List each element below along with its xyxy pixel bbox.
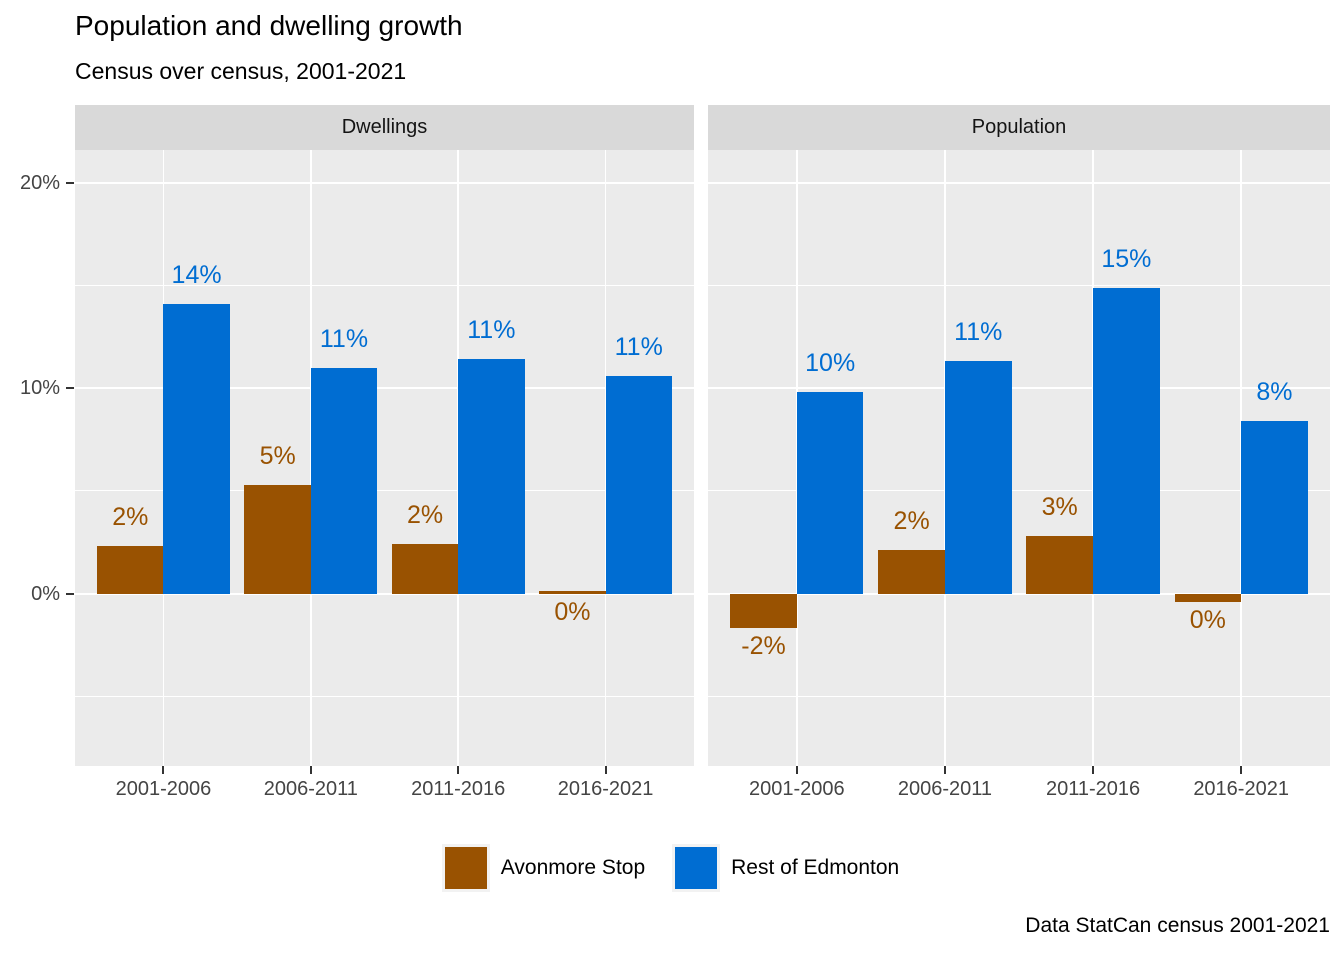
bar-avonmore-stop: [244, 484, 311, 594]
x-tick: [457, 766, 460, 774]
legend-label: Avonmore Stop: [500, 856, 646, 879]
bar-value-label: 11%: [319, 324, 369, 353]
x-tick: [943, 766, 946, 774]
bar-rest-of-edmonton: [458, 359, 525, 594]
y-tick-label: 10%: [19, 377, 60, 400]
bar-value-label: 11%: [954, 318, 1003, 347]
legend-swatch-rest-of-edmonton: [672, 844, 721, 892]
gridline-h-major: [75, 387, 694, 390]
x-tick: [795, 766, 798, 774]
bar-avonmore-stop: [1026, 536, 1094, 594]
x-tick-label: 2006-2011: [263, 778, 358, 800]
bar-value-label: 5%: [259, 441, 296, 470]
bar-rest-of-edmonton: [1093, 287, 1160, 594]
bar-rest-of-edmonton: [1241, 421, 1308, 594]
bar-value-label: 15%: [1101, 244, 1152, 273]
facet-strip-label: Dwellings: [341, 116, 428, 138]
x-tick: [1092, 766, 1095, 774]
y-tick: [66, 592, 74, 595]
gridline-h-major: [708, 592, 1330, 595]
x-tick-label: 2001-2006: [115, 778, 212, 800]
bar-value-label: 14%: [171, 261, 222, 289]
plot-title: Population and dwelling growth: [75, 10, 463, 41]
gridline-h-minor: [75, 695, 694, 697]
bar-rest-of-edmonton: [944, 361, 1012, 594]
gridline-h-minor: [75, 285, 694, 287]
x-tick-label: 2001-2006: [749, 778, 845, 800]
facet-panel-population: -2% 2% 3% 0% 10% 11% 15% 8% 2001-2006 2006-2011 20…: [708, 150, 1330, 800]
bar-value-label: 11%: [614, 332, 663, 361]
bar-avonmore-stop: [878, 550, 945, 594]
bar-value-label: 2%: [112, 503, 149, 532]
x-tick: [162, 766, 165, 774]
bar-value-label: -2%: [741, 632, 786, 661]
bar-avonmore-stop: [539, 591, 606, 594]
x-tick-label: 2011-2016: [411, 778, 506, 800]
bar-avonmore-stop: [1174, 593, 1242, 602]
bar-avonmore-stop: [391, 544, 459, 594]
gridline-h-major: [75, 181, 694, 184]
gridline-h-major: [708, 181, 1330, 184]
x-tick: [1240, 766, 1243, 774]
bar-rest-of-edmonton: [310, 367, 378, 594]
facet-panel-dwellings: 2% 5% 2% 0% 14% 11% 11% 11% 2001-2006 2006-2011 20…: [75, 150, 694, 800]
legend-swatch-avonmore-stop: [441, 844, 490, 892]
x-tick-label: 2016-2021: [557, 778, 654, 800]
facet-strip-label: Population: [971, 116, 1067, 138]
y-tick-label: 20%: [19, 171, 60, 194]
legend: Avonmore Stop Rest of Edmonton: [0, 843, 1344, 893]
x-tick: [309, 766, 312, 774]
bar-value-label: 10%: [805, 349, 856, 378]
x-tick: [604, 766, 607, 774]
plot-subtitle: Census over census, 2001-2021: [75, 58, 407, 84]
legend-item-rest-of-edmonton: Rest of Edmonton: [672, 844, 900, 892]
facet-strip-dwellings: Dwellings: [75, 105, 694, 150]
bar-rest-of-edmonton: [163, 304, 230, 594]
bar-value-label: 2%: [893, 507, 930, 536]
legend-label: Rest of Edmonton: [731, 856, 900, 879]
bar-value-label: 2%: [406, 501, 444, 530]
y-tick: [66, 387, 74, 390]
gridline-h-major: [708, 387, 1330, 390]
gridline-h-major: [75, 592, 694, 595]
y-tick-label: 0%: [31, 582, 60, 605]
x-tick-label: 2011-2016: [1045, 778, 1141, 800]
facet-strip-population: Population: [708, 105, 1330, 150]
bar-avonmore-stop: [730, 593, 797, 629]
bar-value-label: 3%: [1041, 493, 1078, 522]
bar-value-label: 0%: [1189, 605, 1226, 634]
gridline-h-minor: [708, 285, 1330, 287]
gridline-h-minor: [75, 490, 694, 492]
bar-value-label: 0%: [554, 597, 591, 626]
bar-value-label: 8%: [1256, 378, 1293, 407]
x-tick-label: 2006-2011: [897, 778, 993, 800]
bar-rest-of-edmonton: [796, 392, 864, 594]
gridline-h-minor: [708, 695, 1330, 697]
legend-item-avonmore-stop: Avonmore Stop: [441, 844, 646, 892]
x-tick-label: 2016-2021: [1193, 778, 1289, 800]
bar-value-label: 11%: [467, 316, 516, 345]
bar-avonmore-stop: [97, 546, 164, 594]
plot-caption: Data StatCan census 2001-2021: [1025, 914, 1330, 937]
y-tick: [66, 181, 74, 184]
gridline-h-minor: [708, 490, 1330, 492]
bar-rest-of-edmonton: [605, 375, 672, 594]
